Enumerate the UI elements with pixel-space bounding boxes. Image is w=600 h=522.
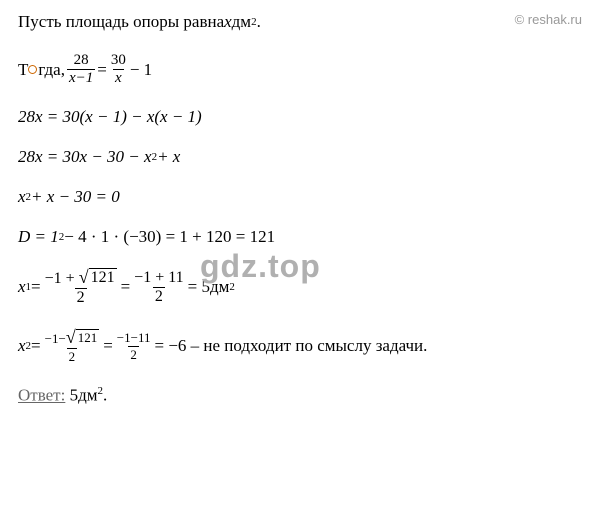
x1-frac2-den: 2 [153, 287, 165, 306]
x2-frac1: −1− 121 2 [43, 327, 102, 365]
x2-frac2: −1−11 2 [115, 330, 153, 363]
intro-unit: дм [232, 12, 251, 32]
answer-value: 5дм [70, 386, 98, 405]
eq1-tail: − 1 [130, 60, 152, 80]
answer-label: Ответ: [18, 386, 65, 405]
frac2-den: x [113, 69, 124, 87]
x2-result: = −6 – не подходит по смыслу задачи. [154, 336, 427, 356]
eq3-tail: + x [157, 147, 180, 167]
equation-4: x2 + x − 30 = 0 [18, 187, 582, 207]
fraction-2: 30 x [109, 52, 128, 87]
intro-text: Пусть площадь опоры равна [18, 12, 224, 32]
equation-2: 28x = 30(x − 1) − x(x − 1) [18, 107, 582, 127]
x2-eq: = [31, 336, 41, 356]
x1-frac1-num-a: −1 + [45, 270, 79, 287]
frac2-num: 30 [109, 52, 128, 69]
x2-frac2-den: 2 [128, 346, 139, 363]
x1-frac1-num: −1 + 121 [43, 267, 119, 288]
equation-3: 28x = 30x − 30 − x2 + x [18, 147, 582, 167]
x2-sqrt-body: 121 [76, 329, 100, 346]
x2-frac1-num-a: −1− [45, 331, 66, 346]
x1-label: x [18, 277, 26, 297]
frac1-num: 28 [72, 52, 91, 69]
then-rest: гда, [38, 60, 65, 80]
eq3-a: 28x = 30x − 30 − x [18, 147, 152, 167]
x1-frac1: −1 + 121 2 [43, 267, 119, 307]
x1-frac2: −1 + 11 2 [132, 269, 185, 306]
x2-frac2-num: −1−11 [115, 330, 153, 346]
x1-mid: = [121, 277, 131, 297]
x2-frac1-den: 2 [67, 348, 78, 365]
answer-line: Ответ: 5дм2. [18, 385, 582, 406]
then-prefix: Т [18, 60, 28, 80]
intro-var: x [224, 12, 232, 32]
equation-1: Тгда, 28 x−1 = 30 x − 1 [18, 52, 582, 87]
disc-b: − 4 · 1 · (−30) = 1 + 120 = 121 [64, 227, 275, 247]
bullet-marker-icon [28, 65, 37, 74]
x2-label: x [18, 336, 26, 356]
eq4-a: x [18, 187, 26, 207]
eq1-mid: = [97, 60, 107, 80]
discriminant: D = 12 − 4 · 1 · (−30) = 1 + 120 = 121 [18, 227, 582, 247]
x1-eq: = [31, 277, 41, 297]
fraction-1: 28 x−1 [67, 52, 95, 87]
x1-frac2-num: −1 + 11 [132, 269, 185, 287]
disc-a: D = 1 [18, 227, 59, 247]
sqrt-icon-2: 121 [66, 327, 99, 348]
x2-mid: = [103, 336, 113, 356]
x1-sqrt-body: 121 [89, 268, 117, 287]
watermark-center: gdz.top [200, 248, 321, 285]
sqrt-icon: 121 [79, 267, 117, 288]
intro-line: Пусть площадь опоры равна x дм2. [18, 12, 582, 32]
x2-frac1-num: −1− 121 [43, 327, 102, 348]
answer-period: . [103, 386, 107, 405]
eq4-b: + x − 30 = 0 [31, 187, 120, 207]
frac1-den: x−1 [67, 69, 95, 87]
x2-solution: x 2 = −1− 121 2 = −1−11 2 = −6 – не подход… [18, 327, 582, 365]
x1-frac1-den: 2 [75, 288, 87, 307]
intro-period: . [257, 12, 261, 32]
watermark-top: © reshak.ru [515, 12, 582, 27]
